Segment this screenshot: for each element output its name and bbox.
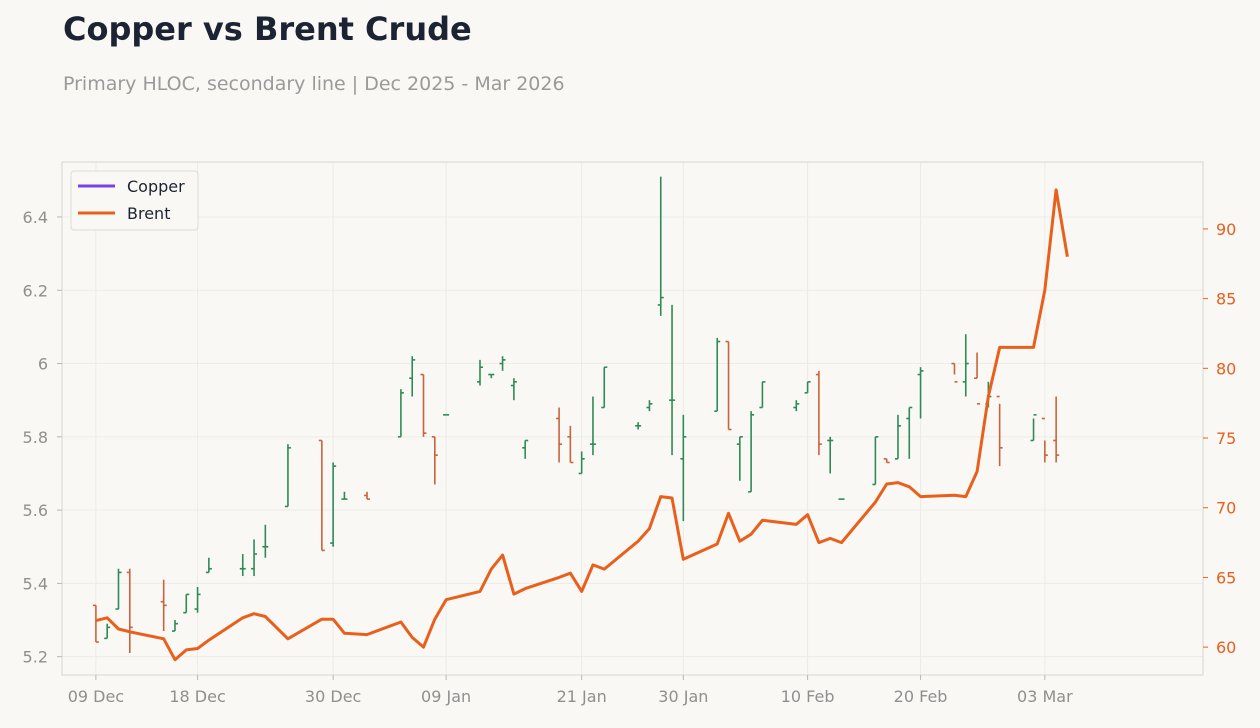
ohlc-bar xyxy=(996,395,1003,467)
ohlc-bar xyxy=(104,623,111,640)
ohlc-bar xyxy=(883,458,890,464)
ohlc-bar xyxy=(894,414,901,460)
ohlc-bar xyxy=(962,334,969,397)
ohlc-bar xyxy=(872,436,879,486)
ohlc-bar xyxy=(431,436,438,485)
y-left-tick-label: 6.4 xyxy=(23,208,48,227)
ohlc-bar xyxy=(556,407,563,463)
ohlc-bar xyxy=(183,593,190,614)
x-tick-label: 09 Jan xyxy=(421,687,471,706)
x-tick-label: 10 Feb xyxy=(781,687,835,706)
y-left-tick-label: 5.4 xyxy=(23,574,48,593)
y-right-tick-label: 80 xyxy=(1216,359,1236,378)
ohlc-bar xyxy=(420,373,427,437)
ohlc-bar xyxy=(646,400,653,412)
x-tick-label: 21 Jan xyxy=(557,687,607,706)
plot-frame xyxy=(61,161,1204,676)
chart-subtitle: Primary HLOC, secondary line | Dec 2025 … xyxy=(63,73,565,95)
ohlc-bar xyxy=(635,422,642,430)
ohlc-bar xyxy=(567,425,574,464)
ohlc-bar xyxy=(917,367,924,419)
ohlc-bar xyxy=(397,389,404,438)
ohlc-bar xyxy=(510,378,517,401)
ohlc-bar xyxy=(748,411,755,493)
ohlc-bar xyxy=(171,620,178,632)
ohlc-bar xyxy=(793,400,800,412)
ohlc-bar xyxy=(601,366,608,409)
ohlc-bar xyxy=(680,414,687,522)
y-right-tick-label: 70 xyxy=(1216,499,1236,518)
ohlc-bar xyxy=(725,340,732,431)
legend-brent-label: Brent xyxy=(127,204,170,223)
ohlc-bar xyxy=(160,579,167,632)
ohlc-bar xyxy=(318,439,325,552)
ohlc-bar xyxy=(951,362,958,383)
ohlc-bar xyxy=(239,554,246,577)
y-right-tick-label: 90 xyxy=(1216,220,1236,239)
x-tick-label: 03 Mar xyxy=(1017,687,1073,706)
ohlc-bar xyxy=(341,491,348,500)
ohlc-bar xyxy=(262,524,269,558)
y-left-tick-label: 5.8 xyxy=(23,428,48,447)
x-tick-label: 30 Jan xyxy=(658,687,708,706)
y-left-tick-label: 6.2 xyxy=(23,281,48,300)
ohlc-bar xyxy=(364,491,371,500)
ohlc-bar xyxy=(827,436,834,474)
ohlc-bar xyxy=(115,568,122,610)
ohlc-bar xyxy=(251,539,258,577)
ohlc-bar xyxy=(488,373,495,379)
ohlc-bar xyxy=(974,352,981,405)
ohlc-bar xyxy=(205,557,212,574)
y-right-tick-label: 85 xyxy=(1216,290,1236,309)
legend-copper-label: Copper xyxy=(127,177,185,196)
y-left-tick-label: 5.6 xyxy=(23,501,48,520)
ohlc-bar xyxy=(578,451,585,475)
ohlc-bar xyxy=(1030,414,1037,442)
y-right-tick-label: 60 xyxy=(1216,638,1236,657)
ohlc-bar xyxy=(815,370,822,456)
ohlc-bar xyxy=(736,436,743,481)
x-tick-label: 30 Dec xyxy=(305,687,361,706)
ohlc-bar xyxy=(330,462,337,547)
x-tick-label: 18 Dec xyxy=(169,687,225,706)
grid xyxy=(62,162,1203,675)
x-tick-label: 09 Dec xyxy=(68,687,124,706)
copper-ohlc-series xyxy=(92,176,1060,654)
y-right-tick-label: 75 xyxy=(1216,429,1236,448)
ohlc-bar xyxy=(1041,417,1048,463)
ohlc-bar xyxy=(657,176,664,316)
ohlc-bar xyxy=(589,396,596,456)
ohlc-bar xyxy=(522,439,529,459)
ohlc-bar xyxy=(476,359,483,386)
ohlc-bar xyxy=(194,587,201,613)
ohlc-bar xyxy=(92,604,99,643)
ohlc-bar xyxy=(759,381,766,409)
ohlc-bar xyxy=(126,568,133,654)
ohlc-bar xyxy=(409,356,416,397)
y-right-tick-label: 65 xyxy=(1216,568,1236,587)
brent-line xyxy=(95,188,1069,662)
y-left-tick-label: 6 xyxy=(38,355,48,374)
ohlc-bar xyxy=(669,304,676,456)
ohlc-bar xyxy=(499,356,506,371)
x-axis: 09 Dec 18 Dec 30 Dec 09 Jan 21 Jan 30 Jan 10 F… xyxy=(68,675,1073,706)
ohlc-bar xyxy=(804,381,811,394)
x-tick-label: 20 Feb xyxy=(894,687,948,706)
ohlc-bar xyxy=(284,444,291,508)
y-axis-right: 60 65 70 75 80 85 90 xyxy=(1203,220,1236,657)
legend: Copper Brent xyxy=(70,170,199,231)
chart-title: Copper vs Brent Crude xyxy=(63,10,472,48)
ohlc-bar xyxy=(906,406,913,459)
ohlc-bar xyxy=(1053,396,1060,463)
ohlc-bar xyxy=(714,337,721,412)
y-left-tick-label: 5.2 xyxy=(23,648,48,667)
y-axis-left: 5.2 5.4 5.6 5.8 6 6.2 6.4 xyxy=(23,208,62,667)
